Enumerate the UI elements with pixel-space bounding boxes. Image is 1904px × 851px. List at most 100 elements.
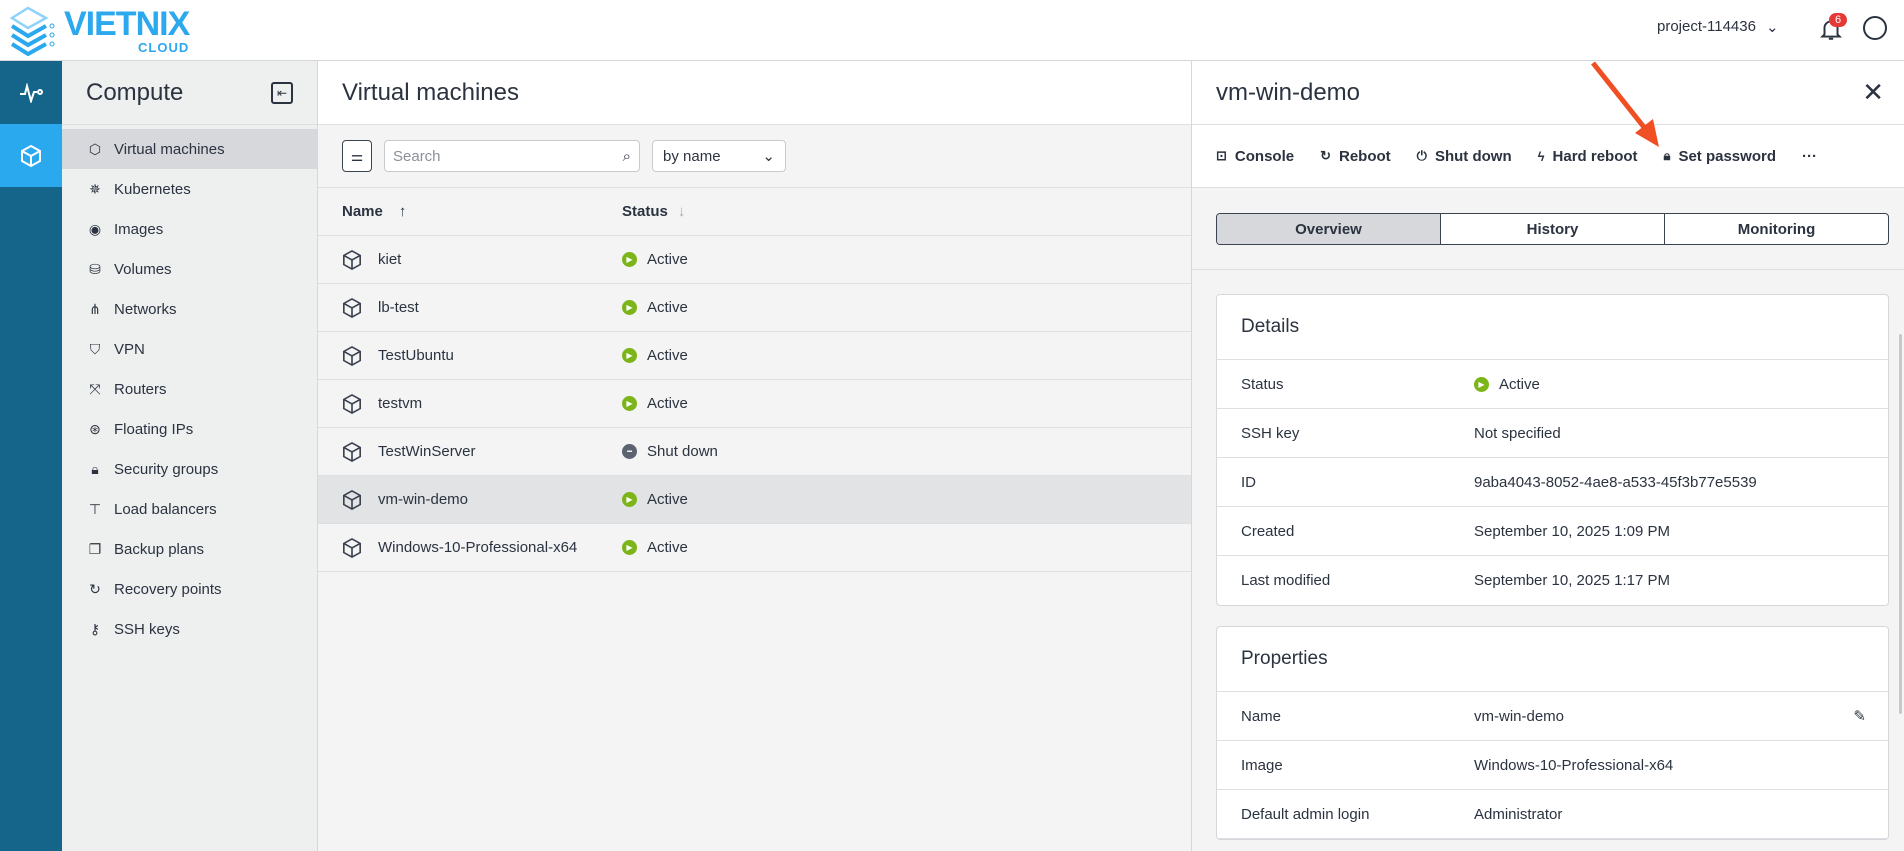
drive-icon: ⛁ <box>89 260 101 277</box>
vm-name[interactable]: vm-win-demo <box>378 491 469 508</box>
sidebar-item-label: Floating IPs <box>114 420 194 438</box>
table-row[interactable]: testvm ▶ Active <box>318 380 1191 428</box>
sidebar-item-routers[interactable]: ⤧ Routers <box>62 369 317 409</box>
sidebar-item-label: Load balancers <box>114 500 217 518</box>
search-input[interactable]: Search ⌕ <box>384 140 640 172</box>
sidebar-item-virtual-machines[interactable]: ⬡ Virtual machines <box>62 129 317 169</box>
table-row[interactable]: Windows-10-Professional-x64 ▶ Active <box>318 524 1191 572</box>
column-status-label: Status <box>622 203 668 220</box>
table-row[interactable]: lb-test ▶ Active <box>318 284 1191 332</box>
activity-icon <box>20 82 43 103</box>
panel-title: vm-win-demo <box>1216 78 1361 106</box>
active-status-icon: ▶ <box>622 540 637 555</box>
reboot-button[interactable]: ↻ Reboot <box>1320 148 1391 165</box>
search-icon: ⌕ <box>622 147 631 165</box>
reboot-icon: ↻ <box>1320 148 1331 163</box>
sort-select[interactable]: by name ⌄ <box>652 140 786 172</box>
vm-status: Active <box>647 395 688 412</box>
detail-value: September 10, 2025 1:09 PM <box>1474 522 1670 540</box>
table-row[interactable]: kiet ▶ Active <box>318 236 1191 284</box>
sidebar-item-ssh-keys[interactable]: ⚷ SSH keys <box>62 609 317 649</box>
detail-value: 9aba4043-8052-4ae8-a533-45f3b77e5539 <box>1474 473 1757 491</box>
cube-icon: ⬡ <box>88 140 102 157</box>
helm-icon: ✵ <box>89 180 101 197</box>
user-avatar-icon[interactable] <box>1863 16 1887 40</box>
logo-name: VIETNIX <box>64 4 190 43</box>
set-password-button[interactable]: 🔒︎ Set password <box>1664 148 1776 165</box>
sidebar-item-images[interactable]: ◉ Images <box>62 209 317 249</box>
table-row[interactable]: TestUbuntu ▶ Active <box>318 332 1191 380</box>
hard-reboot-button[interactable]: ϟ Hard reboot <box>1538 148 1638 165</box>
cube-icon <box>343 489 361 510</box>
panel-scrollbar[interactable] <box>1899 334 1902 714</box>
vm-name[interactable]: kiet <box>378 251 402 268</box>
detail-key: SSH key <box>1241 424 1300 442</box>
vm-list-page: Virtual machines ⚌ Search ⌕ by name ⌄ Name… <box>318 61 1191 851</box>
active-status-icon: ▶ <box>1474 376 1489 392</box>
more-actions-button[interactable]: ··· <box>1801 147 1817 165</box>
vietnix-logo[interactable]: VIETNIX CLOUD <box>6 4 190 56</box>
sidebar-title: Compute <box>86 78 184 106</box>
sidebar-item-floating-ips[interactable]: ⊛ Floating IPs <box>62 409 317 449</box>
detail-row: SSH key Not specified <box>1217 409 1888 458</box>
property-value: Administrator <box>1474 805 1563 823</box>
sidebar-item-label: Kubernetes <box>114 180 191 198</box>
sidebar-item-backup-plans[interactable]: ❐ Backup plans <box>62 529 317 569</box>
sidebar-item-recovery-points[interactable]: ↻ Recovery points <box>62 569 317 609</box>
column-status[interactable]: Status ↓ <box>622 203 685 220</box>
logo-icon <box>9 6 55 56</box>
vm-status: Active <box>647 347 688 364</box>
detail-row: Created September 10, 2025 1:09 PM <box>1217 507 1888 556</box>
sidebar-item-label: Virtual machines <box>114 140 225 158</box>
column-name[interactable]: Name ↑ <box>318 203 622 220</box>
table-row[interactable]: TestWinServer ━ Shut down <box>318 428 1191 476</box>
sidebar-item-label: Security groups <box>114 460 219 478</box>
table-row[interactable]: vm-win-demo ▶ Active <box>318 476 1191 524</box>
console-button[interactable]: ⊡ Console <box>1216 148 1294 165</box>
network-icon: ⋔ <box>89 300 101 317</box>
chevron-down-icon: ⌄ <box>762 148 775 165</box>
action-label: Set password <box>1678 147 1776 165</box>
close-icon[interactable]: ✕ <box>1862 77 1884 107</box>
tab-history[interactable]: History <box>1441 214 1665 244</box>
collapse-sidebar-icon[interactable]: ⇤ <box>271 81 293 104</box>
vm-name[interactable]: TestWinServer <box>378 443 476 460</box>
disc-icon: ◉ <box>88 220 102 237</box>
sidebar-item-label: VPN <box>114 340 145 358</box>
sidebar-item-load-balancers[interactable]: ⊤ Load balancers <box>62 489 317 529</box>
cube-icon <box>21 144 41 167</box>
sidebar-item-kubernetes[interactable]: ✵ Kubernetes <box>62 169 317 209</box>
cube-icon <box>343 537 361 558</box>
sliders-icon: ⚌ <box>350 147 364 164</box>
filter-button[interactable]: ⚌ <box>342 140 372 172</box>
sidebar: Compute ⇤ ⬡ Virtual machines ✵ Kubernetes ◉ Im… <box>62 61 318 851</box>
tab-monitoring[interactable]: Monitoring <box>1737 220 1816 238</box>
rail-compute[interactable] <box>0 124 62 187</box>
rail-monitoring[interactable] <box>0 61 62 124</box>
pencil-icon[interactable]: ✎ <box>1853 708 1866 725</box>
sidebar-item-volumes[interactable]: ⛁ Volumes <box>62 249 317 289</box>
project-selector[interactable]: project-114436 ⌄ <box>1657 18 1779 36</box>
sidebar-item-vpn[interactable]: ⛉ VPN <box>62 329 317 369</box>
action-label: Reboot <box>1339 147 1391 165</box>
sidebar-item-security-groups[interactable]: 🔒︎ Security groups <box>62 449 317 489</box>
detail-value: Active <box>1499 375 1540 393</box>
detail-key: Created <box>1241 522 1295 540</box>
shut-down-button[interactable]: ⏻ Shut down <box>1417 148 1512 165</box>
vm-name[interactable]: Windows-10-Professional-x64 <box>378 539 578 556</box>
vm-name[interactable]: testvm <box>378 395 423 412</box>
tab-overview[interactable]: Overview <box>1217 214 1441 244</box>
active-status-icon: ▶ <box>622 252 637 267</box>
notification-badge: 6 <box>1829 13 1848 27</box>
search-placeholder: Search <box>393 147 441 165</box>
sidebar-item-networks[interactable]: ⋔ Networks <box>62 289 317 329</box>
page-title: Virtual machines <box>318 61 1191 125</box>
sitemap-icon: ⊤ <box>88 500 102 517</box>
detail-row: Last modified September 10, 2025 1:17 PM <box>1217 556 1888 605</box>
lock-icon: 🔒︎ <box>1663 148 1671 163</box>
vm-name[interactable]: lb-test <box>378 299 419 316</box>
icon-rail <box>0 61 62 851</box>
bolt-icon: ϟ <box>1537 148 1545 164</box>
vm-name[interactable]: TestUbuntu <box>378 347 454 364</box>
active-status-icon: ▶ <box>622 396 637 411</box>
